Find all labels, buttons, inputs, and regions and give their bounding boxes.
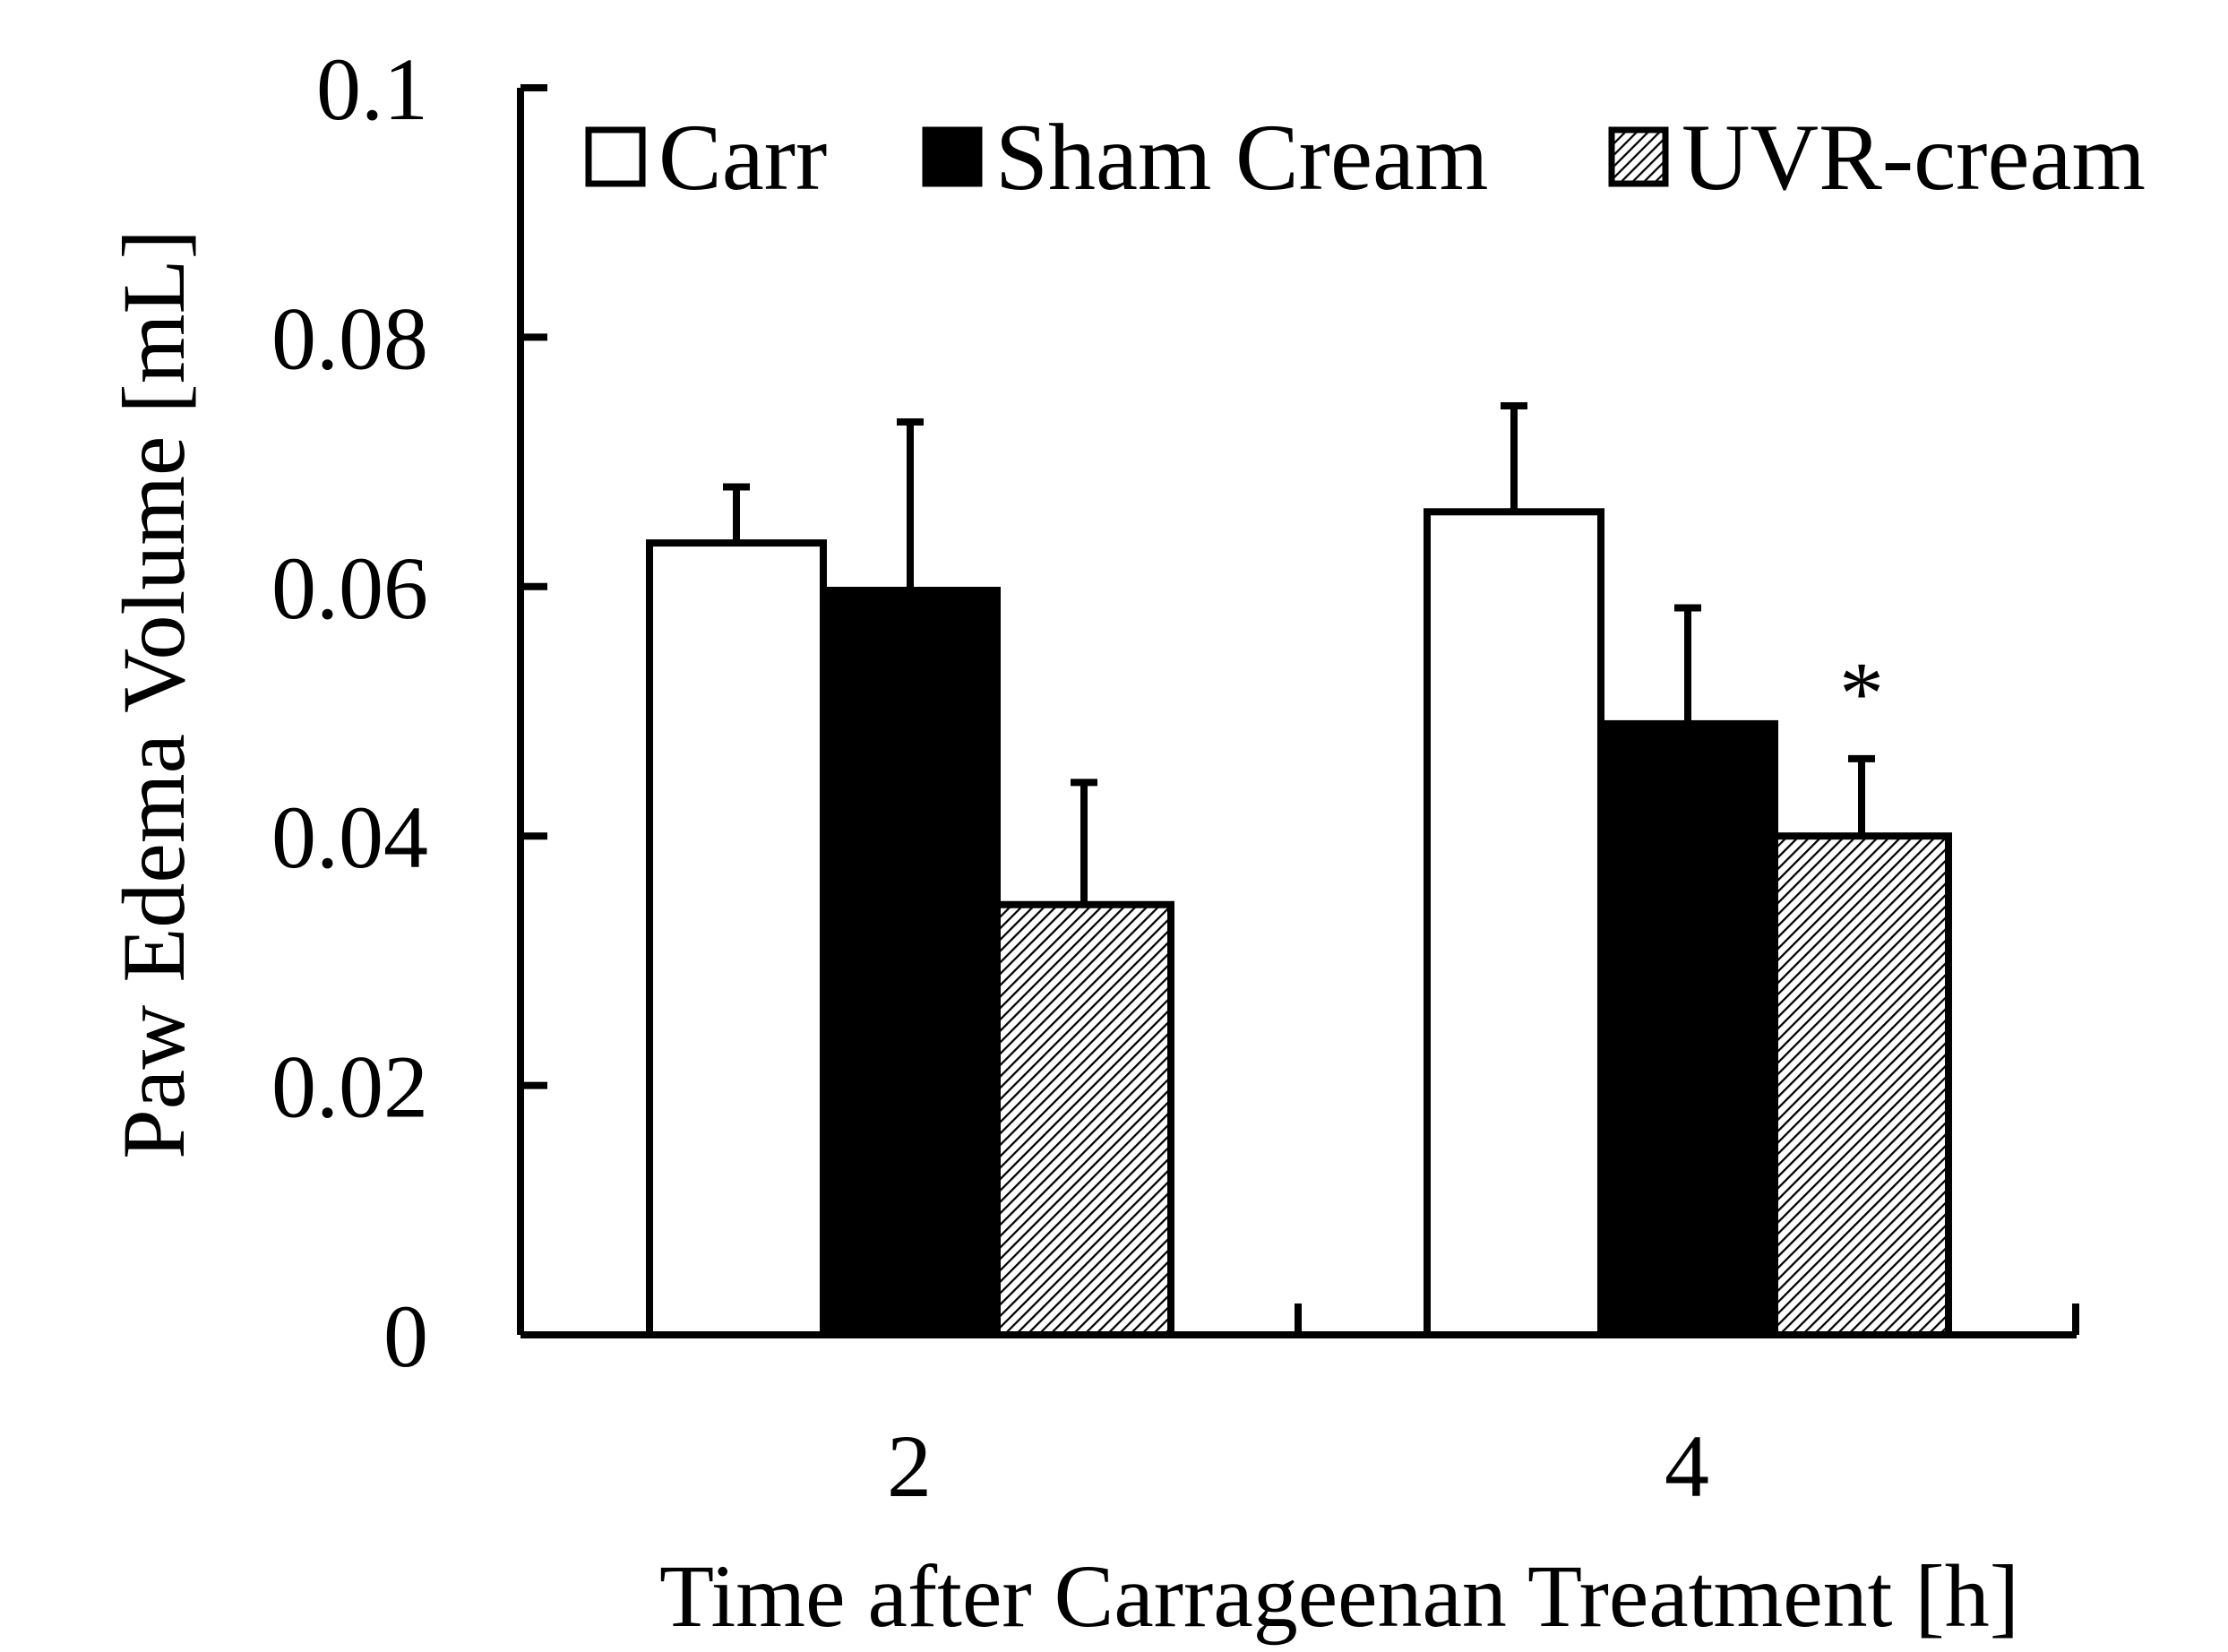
legend-label: UVR-cream xyxy=(1682,105,2146,210)
bar-uvr-cream-2 xyxy=(994,900,1174,1338)
legend-label: Sham Cream xyxy=(995,105,1489,210)
error-bars xyxy=(723,401,1875,905)
legend-label: Carr xyxy=(658,105,827,210)
y-tick-label: 0.06 xyxy=(271,538,428,638)
significance-marker: * xyxy=(1839,643,1884,743)
x-axis-title: Time after Carrageenan Treatment [h] xyxy=(659,1546,2019,1646)
x-tick-label: 4 xyxy=(1665,1416,1709,1516)
bar-sham-cream-2 xyxy=(820,586,1001,1338)
bar-sham-cream-4 xyxy=(1597,719,1778,1338)
bar-uvr-cream-4 xyxy=(1771,832,1952,1338)
legend-swatch xyxy=(1608,126,1669,187)
y-tick-label: 0.08 xyxy=(271,288,428,388)
y-axis-ticks: 0 0.02 0.04 0.06 0.08 0.1 xyxy=(271,39,547,1386)
y-tick-label: 0.1 xyxy=(316,39,428,139)
y-tick-label: 0 xyxy=(383,1286,428,1386)
annotations: * xyxy=(1839,643,1884,743)
y-tick-label: 0.04 xyxy=(271,787,428,887)
bar-carr-2 xyxy=(646,539,827,1338)
legend: Carr Sham Cream UVR-cream xyxy=(585,105,2146,210)
legend-swatch xyxy=(585,126,646,187)
bar-carr-4 xyxy=(1424,508,1604,1338)
y-tick-label: 0.02 xyxy=(271,1037,428,1137)
y-axis-title: Paw Edema Volume [mL] xyxy=(104,229,203,1159)
legend-swatch xyxy=(922,126,983,187)
x-tick-label: 2 xyxy=(887,1416,932,1516)
bars xyxy=(646,508,1952,1338)
